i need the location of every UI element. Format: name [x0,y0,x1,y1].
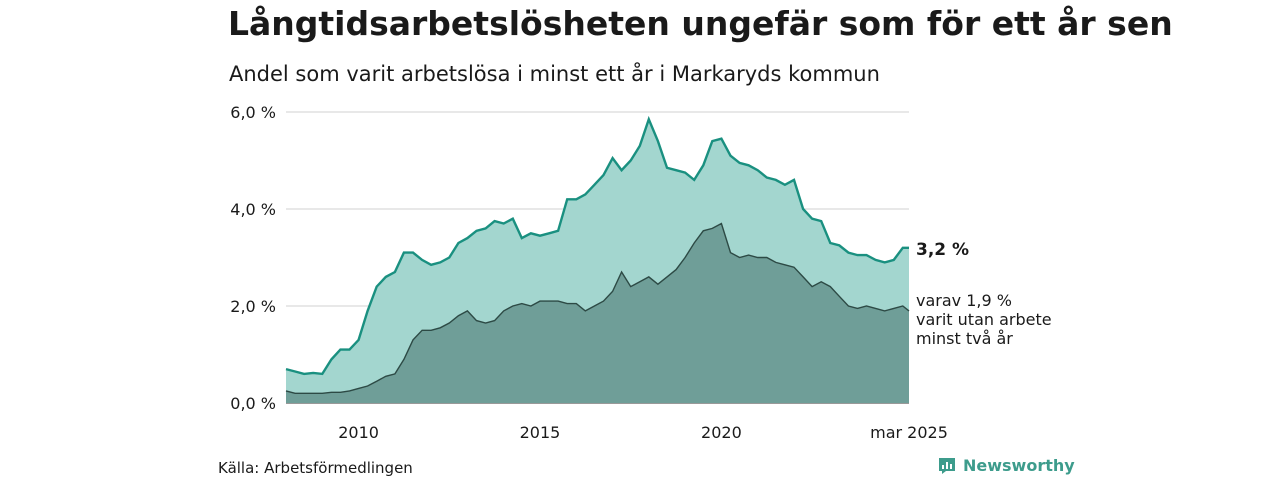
x-tick-label: mar 2025 [870,423,948,442]
y-tick-label: 0,0 % [230,394,276,413]
brand-logo[interactable]: Newsworthy [938,456,1075,475]
end-label-longterm-2: varit utan arbete [916,310,1052,329]
x-axis-ticks: 2010 2015 2020 mar 2025 [338,423,948,442]
line-total [285,115,909,376]
x-tick-label: 2010 [338,423,379,442]
y-tick-label: 2,0 % [230,297,276,316]
x-tick-label: 2015 [520,423,561,442]
chart-title: Långtidsarbetslösheten ungefär som för e… [228,4,1173,43]
end-label-longterm-3: minst två år [916,329,1013,348]
chart-subtitle: Andel som varit arbetslösa i minst ett å… [229,62,880,86]
area-longterm-fill [286,223,909,403]
brand-name: Newsworthy [963,456,1075,475]
end-label-longterm-1: varav 1,9 % [916,291,1012,310]
end-label-total: 3,2 % [916,240,969,260]
y-axis-ticks: 0,0 % 2,0 % 4,0 % 6,0 % [230,103,276,413]
newsworthy-icon [939,457,955,474]
x-tick-label: 2020 [701,423,742,442]
line-longterm [285,222,910,394]
y-tick-label: 4,0 % [230,200,276,219]
source-note: Källa: Arbetsförmedlingen [218,459,413,477]
y-tick-label: 6,0 % [230,103,276,122]
